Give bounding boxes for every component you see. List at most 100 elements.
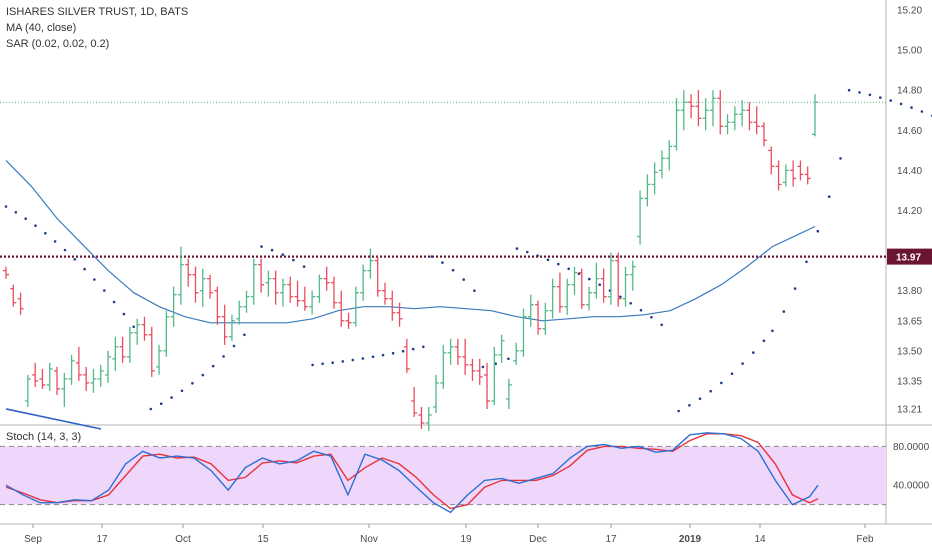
ohlc-bar — [571, 266, 578, 295]
ohlc-bar — [265, 270, 272, 297]
sar-dot — [752, 351, 755, 354]
ohlc-bar — [221, 304, 228, 345]
sar-dot — [660, 323, 663, 327]
legend-sar[interactable]: SAR (0.02, 0.02, 0.2) — [6, 38, 110, 50]
ohlc-bar — [163, 310, 170, 357]
sar-dot — [34, 224, 37, 227]
ohlc-bar — [768, 146, 775, 175]
ma-line — [5, 159, 816, 324]
ohlc-bar — [75, 346, 82, 381]
sar-dot — [243, 333, 246, 337]
ohlc-bar — [556, 272, 563, 313]
ohlc-bar — [3, 266, 9, 279]
sar-dot — [292, 258, 295, 262]
price-highlight-label: 13.97 — [896, 253, 921, 264]
sar-dot — [816, 229, 820, 233]
ohlc-bar — [403, 338, 410, 373]
ohlc-bar — [141, 316, 148, 341]
ohlc-bar — [804, 166, 811, 185]
sar-dot — [782, 310, 786, 313]
sar-dot — [311, 363, 314, 367]
ohlc-bar — [301, 286, 308, 311]
ohlc-bar — [309, 290, 316, 315]
sar-dot — [441, 261, 444, 264]
stoch-pane[interactable] — [0, 432, 886, 514]
sar-dot — [546, 258, 550, 262]
ohlc-bar — [739, 100, 746, 127]
ohlc-bar — [134, 318, 141, 345]
sar-dot — [709, 389, 712, 393]
sar-dot — [180, 389, 184, 393]
ohlc-bar — [644, 174, 651, 207]
sar-dot — [4, 205, 8, 208]
price-tick-label: 14.20 — [897, 206, 922, 217]
stoch-axis[interactable]: 80.0000 40.0000 — [893, 442, 930, 492]
legend-ma[interactable]: MA (40, close) — [6, 22, 77, 34]
ohlc-bar — [352, 286, 359, 327]
price-tick-label: 14.60 — [897, 126, 922, 137]
sar-dot — [899, 102, 903, 106]
sar-dot — [619, 295, 622, 299]
sar-dot — [879, 96, 882, 99]
sar-dot — [515, 247, 519, 250]
ohlc-bar — [702, 98, 709, 131]
ohlc-bar — [425, 406, 432, 432]
sar-dot — [650, 316, 653, 319]
sar-dot — [211, 364, 215, 368]
sar-dot — [839, 157, 842, 160]
sar-dot — [451, 268, 455, 272]
ohlc-bar — [418, 406, 425, 430]
legend-symbol-title[interactable]: ISHARES SILVER TRUST, 1D, BATS — [6, 6, 189, 18]
ohlc-bar — [549, 278, 556, 319]
ohlc-bar — [680, 90, 687, 131]
ohlc-bar — [32, 362, 39, 387]
ohlc-bar — [782, 164, 789, 187]
price-axis[interactable]: 15.20 15.00 14.80 14.60 14.40 14.20 13.80 13.65… — [887, 6, 932, 416]
sar-dot — [122, 312, 126, 316]
ohlc-bar — [498, 334, 505, 363]
sar-dot — [63, 248, 67, 252]
ohlc-bar — [731, 106, 738, 131]
sar-dot — [720, 381, 723, 385]
time-tick-label: 2019 — [679, 534, 702, 545]
sar-dot — [481, 365, 485, 369]
price-pane[interactable] — [0, 0, 932, 525]
legend-stoch[interactable]: Stoch (14, 3, 3) — [6, 431, 82, 443]
stoch-tick-label: 40.0000 — [893, 481, 930, 492]
ohlc-bar — [513, 342, 520, 365]
ohlc-bar — [381, 282, 388, 305]
price-tick-label: 14.80 — [897, 86, 922, 97]
ohlc-bar — [753, 106, 760, 135]
sar-dot — [526, 250, 529, 254]
time-tick-label: Dec — [529, 534, 547, 545]
ohlc-bar — [90, 368, 97, 393]
ohlc-bar — [586, 286, 593, 311]
time-axis[interactable]: Sep 17 Oct 15 Nov 19 Dec 17 2019 14 Feb — [24, 524, 874, 545]
sar-dot — [910, 106, 913, 109]
ohlc-bar — [433, 374, 440, 413]
trend-line — [5, 408, 102, 430]
ohlc-bar — [243, 290, 250, 313]
ohlc-bar — [177, 246, 184, 305]
ohlc-bar — [258, 258, 265, 293]
ohlc-bar — [68, 354, 75, 385]
price-tick-label: 13.50 — [897, 346, 922, 357]
ohlc-bar — [389, 290, 396, 321]
time-tick-label: 19 — [460, 534, 472, 545]
sar-dot — [677, 409, 680, 413]
sar-dot — [805, 260, 808, 264]
ohlc-bar — [797, 160, 804, 181]
sar-dot — [149, 407, 153, 411]
ohlc-bar — [228, 314, 235, 341]
price-tick-label: 13.65 — [897, 316, 922, 327]
ohlc-bar — [97, 364, 104, 387]
ohlc-bar — [600, 268, 607, 303]
ohlc-bar — [615, 252, 622, 307]
sar-dot — [741, 362, 744, 365]
sar-dot — [639, 308, 643, 312]
ohlc-bar — [564, 278, 571, 315]
time-tick-label: 15 — [257, 534, 269, 545]
ohlc-bar — [688, 94, 695, 119]
